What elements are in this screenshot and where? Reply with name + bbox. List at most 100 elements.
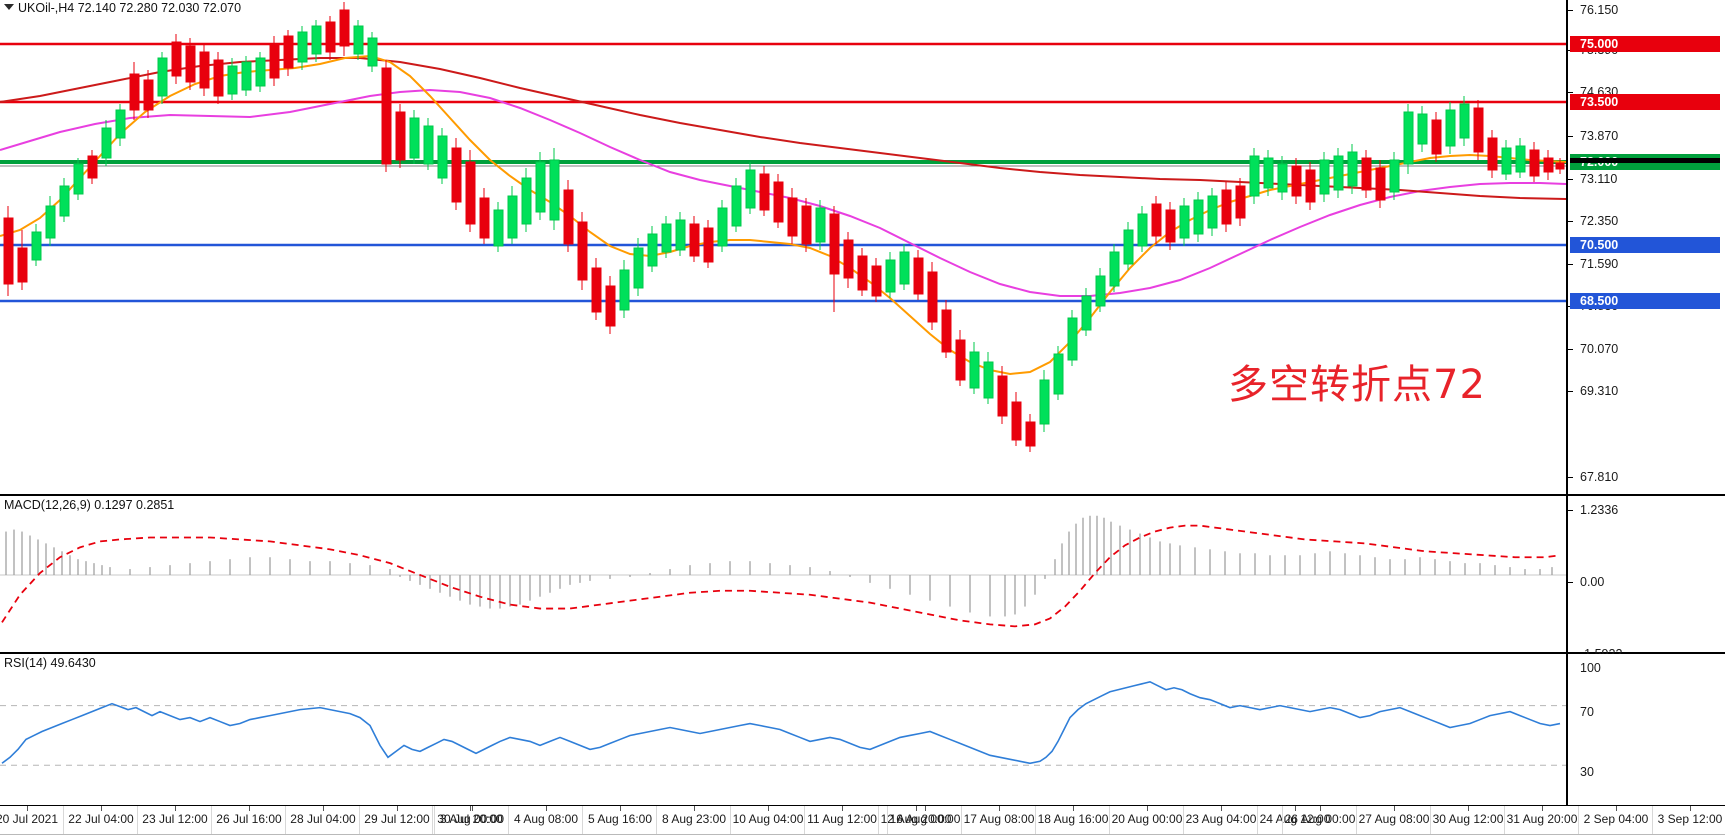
time-axis-label: 11 Aug 12:00	[807, 812, 877, 826]
price-series-svg	[0, 2, 1566, 452]
time-axis-separator	[1035, 806, 1036, 834]
price-level-badge-resistance-73-5[interactable]: 73.500	[1570, 94, 1720, 110]
time-axis-tickmark	[1616, 806, 1617, 811]
time-axis-label: 20 Aug 00:00	[1111, 812, 1183, 826]
price-axis-tickmark	[1568, 264, 1573, 265]
time-axis-tickmark	[842, 806, 843, 811]
time-axis-label: 26 Aug 00:00	[1284, 812, 1356, 826]
macd-axis-label: 0.00	[1580, 575, 1605, 589]
time-axis-separator	[1109, 806, 1110, 834]
time-axis-label: 3 Sep 12:00	[1657, 812, 1723, 826]
price-chart-panel[interactable]: UKOil-,H4 72.140 72.280 72.030 72.070	[0, 0, 1725, 652]
macd-plot-area[interactable]	[0, 496, 1566, 652]
price-level-badge-support-68-5[interactable]: 68.500	[1570, 293, 1720, 309]
time-axis-label: 29 Jul 12:00	[364, 812, 430, 826]
price-level-badge-resistance-75[interactable]: 75.000	[1570, 36, 1720, 52]
time-axis-tickmark	[546, 806, 547, 811]
time-axis-label: 26 Jul 16:00	[216, 812, 282, 826]
price-axis-tickmark	[1568, 10, 1573, 11]
time-axis-separator	[1356, 806, 1357, 834]
price-axis-tickmark	[1568, 349, 1573, 350]
time-axis-separator	[1430, 806, 1431, 834]
rsi-label: RSI(14) 49.6430	[4, 656, 96, 670]
chart-annotation-text: 多空转折点72	[1228, 362, 1486, 408]
level-lines	[0, 42, 1566, 303]
rsi-series-svg	[0, 680, 1566, 766]
time-axis-tickmark	[249, 806, 250, 811]
macd-panel[interactable]: MACD(12,26,9) 0.1297 0.2851	[0, 494, 1725, 660]
time-axis-label: 28 Jul 04:00	[290, 812, 356, 826]
time-axis-separator	[1578, 806, 1579, 834]
macd-series-svg	[0, 515, 1566, 628]
price-axis-label: 72.350	[1580, 214, 1619, 228]
time-axis-separator	[804, 806, 805, 834]
time-axis-tickmark	[1295, 806, 1296, 811]
price-level-badge-support-70-5[interactable]: 70.500	[1570, 237, 1720, 253]
price-axis-tickmark	[1568, 136, 1573, 137]
time-axis-tickmark	[1221, 806, 1222, 811]
time-axis-separator	[137, 806, 138, 834]
time-axis-tickmark	[1468, 806, 1469, 811]
rsi-plot-area[interactable]	[0, 654, 1566, 805]
time-axis-label: 4 Aug 08:00	[513, 812, 579, 826]
time-axis-tickmark	[101, 806, 102, 811]
time-axis-tickmark	[1542, 806, 1543, 811]
time-axis-separator	[1257, 806, 1258, 834]
time-axis-label: 10 Aug 04:00	[732, 812, 804, 826]
time-axis-label: 20 Jul 2021	[0, 812, 59, 826]
time-axis-tickmark	[1690, 806, 1691, 811]
time-axis-tickmark	[916, 806, 917, 811]
time-axis-tickmark	[1320, 806, 1321, 811]
time-axis-tickmark	[1147, 806, 1148, 811]
time-axis[interactable]: 20 Jul 2021 22 Jul 04:00 23 Jul 12:00 26 Ju…	[0, 806, 1725, 835]
time-axis-label: 3 Aug 00:00	[439, 812, 505, 826]
price-axis[interactable]: 76.15075.39074.63073.87073.11072.35071.5…	[1566, 0, 1725, 652]
time-axis-label: 12 Aug 20:00	[880, 812, 952, 826]
rsi-axis: 10070300	[1566, 654, 1725, 818]
time-axis-separator	[1652, 806, 1653, 834]
macd-signal-line	[1, 524, 1561, 628]
time-axis-tickmark	[397, 806, 398, 811]
price-axis-tickmark	[1568, 391, 1573, 392]
time-axis-separator	[582, 806, 583, 834]
time-axis-tickmark	[620, 806, 621, 811]
time-axis-label: 24 Aug 12:00	[1259, 812, 1331, 826]
rsi-axis-label: 30	[1580, 765, 1594, 779]
time-axis-separator	[211, 806, 212, 834]
time-axis-label: 22 Jul 04:00	[68, 812, 134, 826]
time-axis-separator	[63, 806, 64, 834]
time-axis-label: 18 Aug 16:00	[1037, 812, 1109, 826]
time-axis-separator	[508, 806, 509, 834]
time-axis-tickmark	[1073, 806, 1074, 811]
time-axis-separator	[1183, 806, 1184, 834]
time-axis-tickmark	[999, 806, 1000, 811]
rsi-panel[interactable]: RSI(14) 49.6430 10070300	[0, 654, 1725, 818]
collapse-caret-icon[interactable]	[4, 4, 14, 10]
price-axis-label: 67.810	[1580, 470, 1619, 484]
candlestick-series	[3, 2, 1565, 452]
time-axis-label: 5 Aug 16:00	[587, 812, 653, 826]
rsi-axis-label: 70	[1580, 705, 1594, 719]
time-axis-label: 8 Aug 23:00	[661, 812, 727, 826]
time-axis-label: 23 Jul 12:00	[142, 812, 208, 826]
time-axis-separator	[887, 806, 888, 834]
price-axis-label: 76.150	[1580, 3, 1619, 17]
time-axis-tickmark	[694, 806, 695, 811]
time-axis-separator	[730, 806, 731, 834]
last-price-marker	[1570, 158, 1720, 163]
time-axis-separator	[434, 806, 435, 834]
price-axis-label: 69.310	[1580, 384, 1619, 398]
time-axis-tickmark	[768, 806, 769, 811]
time-axis-tickmark	[925, 806, 926, 811]
macd-axis-tickmark	[1568, 510, 1573, 511]
time-axis-separator	[285, 806, 286, 834]
chart-title: UKOil-,H4 72.140 72.280 72.030 72.070	[18, 1, 242, 15]
time-axis-label: 27 Aug 08:00	[1358, 812, 1430, 826]
time-axis-separator	[359, 806, 360, 834]
price-plot-area[interactable]: 多空转折点72	[0, 0, 1566, 494]
time-axis-separator	[1282, 806, 1283, 834]
time-axis-separator	[656, 806, 657, 834]
price-axis-tickmark	[1568, 477, 1573, 478]
